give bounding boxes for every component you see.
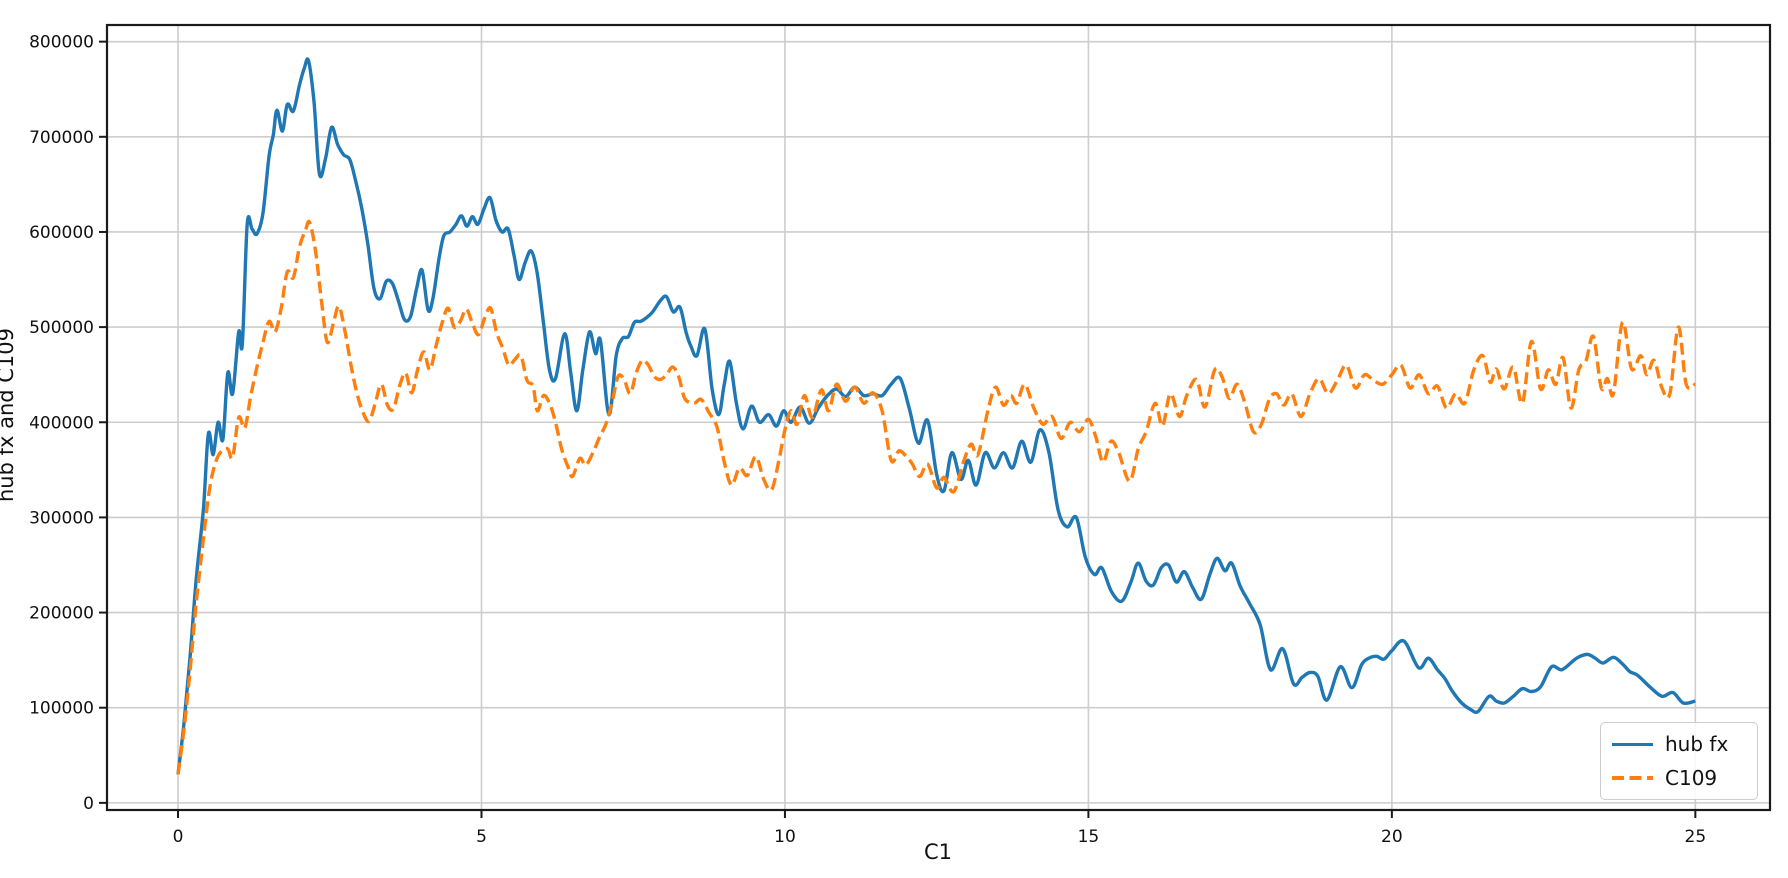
y-tick-label: 800000	[29, 33, 94, 53]
y-tick-label: 300000	[29, 508, 94, 528]
legend: hub fx C109	[1600, 722, 1758, 800]
legend-line-sample-dashed-icon	[1612, 776, 1653, 780]
legend-label: hub fx	[1665, 732, 1729, 756]
legend-label: C109	[1665, 766, 1718, 790]
x-tick-label: 5	[476, 827, 487, 847]
x-tick-label: 15	[1078, 827, 1100, 847]
series-line-hub-fx	[176, 57, 1696, 775]
y-tick-label: 600000	[29, 223, 94, 243]
x-tick-label: 10	[774, 827, 796, 847]
legend-item-c109: C109	[1612, 765, 1757, 791]
plot-border	[105, 23, 1772, 812]
y-tick-label: 0	[83, 794, 94, 814]
x-tick-label: 25	[1685, 827, 1707, 847]
x-tick-label: 0	[173, 827, 184, 847]
x-axis-label: C1	[923, 840, 953, 864]
y-tick-label: 200000	[29, 604, 94, 624]
y-tick-label: 100000	[29, 699, 94, 719]
legend-item-hub-fx: hub fx	[1612, 731, 1757, 757]
y-tick-label: 400000	[29, 413, 94, 433]
x-tick-label: 20	[1381, 827, 1403, 847]
y-tick-label: 700000	[29, 128, 94, 148]
series-line-c109	[176, 219, 1697, 775]
y-axis-label: hub fx and C109	[0, 327, 18, 503]
legend-line-sample-solid-icon	[1612, 742, 1653, 746]
y-tick-label: 500000	[29, 318, 94, 338]
